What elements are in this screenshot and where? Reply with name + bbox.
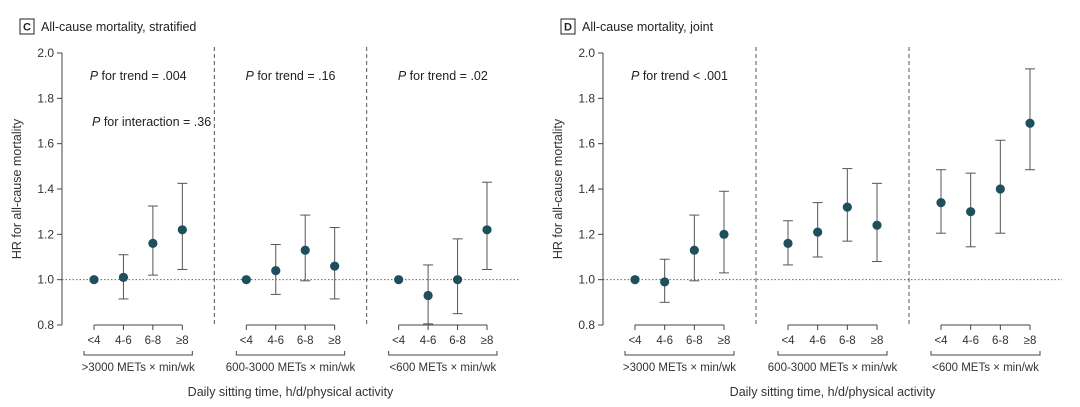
panel-letter: D — [564, 22, 572, 34]
y-tick-label: 1.2 — [37, 227, 54, 241]
hr-point — [330, 261, 340, 271]
hr-point — [1025, 118, 1035, 128]
panel-letter-box — [560, 18, 576, 35]
x-tick-label: <4 — [628, 335, 642, 347]
y-tick-label: 1.8 — [37, 91, 54, 105]
y-tick-label: 1.2 — [578, 227, 595, 241]
hr-point — [452, 275, 463, 285]
panel-c: C All-cause mortality, stratified 0.8 1.0 1.… — [10, 18, 519, 399]
group-2: <4 4-6 6-8 ≥8 600-3000 METs × min/wk P for tr… — [213, 47, 356, 374]
panel-title: All-cause mortality, stratified — [41, 20, 196, 34]
p-value-annotation: P for trend = .16 — [246, 69, 336, 83]
p-value-annotation: P for trend = .004 — [90, 69, 187, 83]
x-tick-label: 4-6 — [420, 335, 437, 347]
y-axis-label: HR for all-cause mortality — [10, 118, 24, 259]
panel-d: D All-cause mortality, joint 0.8 1.0 1.2 1.4 1… — [551, 18, 1062, 399]
p-value-annotation: P for trend < .001 — [631, 69, 728, 83]
hr-point — [995, 184, 1005, 194]
hr-point — [936, 198, 946, 208]
x-tick-label: ≥8 — [871, 335, 884, 347]
x-tick-label: ≥8 — [328, 335, 341, 347]
x-axis-label: Daily sitting time, h/d/physical activit… — [188, 385, 394, 399]
y-tick-label: 0.8 — [37, 318, 54, 332]
y-tick-label: 1.8 — [578, 91, 595, 105]
hr-point — [271, 266, 281, 276]
y-tick-label: 1.0 — [578, 273, 595, 287]
x-tick-label: ≥8 — [1024, 335, 1037, 347]
y-tick-label: 1.6 — [37, 137, 54, 151]
hr-point — [148, 238, 158, 248]
hr-point — [660, 277, 670, 287]
hr-point — [783, 238, 793, 248]
y-tick-label: 1.0 — [37, 273, 54, 287]
x-tick-label: 6-8 — [145, 335, 162, 347]
hr-point — [241, 275, 251, 285]
x-tick-label: 6-8 — [992, 335, 1009, 347]
hr-point — [630, 275, 640, 285]
panel-letter: C — [23, 22, 31, 34]
x-tick-label: 4-6 — [962, 335, 979, 347]
group-bracket — [388, 351, 498, 356]
hr-point — [423, 290, 433, 301]
x-tick-label: 6-8 — [839, 335, 856, 347]
y-tick-label: 1.4 — [37, 182, 54, 196]
x-tick-label: <4 — [392, 335, 406, 347]
x-tick-label: 4-6 — [115, 335, 132, 347]
x-tick-label: 6-8 — [449, 335, 466, 347]
hr-point — [689, 245, 699, 255]
group-1: <4 4-6 6-8 ≥8 >3000 METs × min/wk P for trend… — [623, 69, 736, 374]
y-tick-label: 2.0 — [37, 46, 54, 60]
p-value-annotation: P for interaction = .36 — [92, 115, 211, 129]
hr-point — [482, 225, 492, 235]
y-tick-label: 0.8 — [578, 318, 595, 332]
group-label: 600-3000 METs × min/wk — [768, 362, 898, 374]
hr-point — [966, 207, 976, 217]
x-tick-label: 6-8 — [686, 335, 703, 347]
group-bracket — [235, 351, 346, 356]
group-label: <600 METs × min/wk — [389, 362, 496, 374]
y-tick-label: 1.4 — [578, 182, 595, 196]
x-tick-label: 4-6 — [267, 335, 284, 347]
group-bracket — [624, 351, 735, 356]
y-axis-label: HR for all-cause mortality — [551, 118, 565, 259]
panel-title: All-cause mortality, joint — [582, 20, 714, 34]
group-bracket — [83, 351, 193, 356]
hr-point — [719, 229, 729, 239]
group-label: >3000 METs × min/wk — [623, 362, 736, 374]
x-axis-label: Daily sitting time, h/d/physical activit… — [730, 385, 936, 399]
x-tick-label: <4 — [934, 335, 948, 347]
x-tick-label: 4-6 — [656, 335, 673, 347]
hr-point — [118, 272, 129, 282]
p-value-annotation: P for trend = .02 — [398, 69, 488, 83]
x-tick-label: <4 — [240, 335, 254, 347]
group-bracket — [777, 351, 888, 356]
group-label: >3000 METs × min/wk — [82, 362, 195, 374]
panel-letter-box — [19, 18, 35, 35]
x-tick-label: ≥8 — [176, 335, 189, 347]
hr-point — [872, 220, 882, 230]
hr-point — [394, 275, 404, 285]
x-tick-label: 6-8 — [297, 335, 314, 347]
group-3: <4 4-6 6-8 ≥8 <600 METs × min/wk — [908, 47, 1041, 374]
group-label: 600-3000 METs × min/wk — [226, 362, 356, 374]
y-tick-label: 1.6 — [578, 137, 595, 151]
group-bracket — [930, 351, 1041, 356]
hr-point — [300, 245, 310, 255]
group-3: <4 4-6 6-8 ≥8 <600 METs × min/wk P for trend … — [366, 47, 498, 374]
y-tick-label: 2.0 — [578, 46, 595, 60]
group-2: <4 4-6 6-8 ≥8 600-3000 METs × min/wk — [755, 47, 898, 374]
group-label: <600 METs × min/wk — [932, 362, 1039, 374]
x-tick-label: <4 — [87, 335, 101, 347]
x-tick-label: 4-6 — [809, 335, 826, 347]
hr-point — [813, 227, 823, 237]
hr-point — [842, 202, 852, 212]
hr-point — [89, 275, 99, 285]
hr-point — [177, 225, 187, 235]
x-tick-label: ≥8 — [718, 335, 731, 347]
x-tick-label: ≥8 — [481, 335, 494, 347]
x-tick-label: <4 — [781, 335, 795, 347]
group-1: <4 4-6 6-8 ≥8 >3000 METs × min/wk P for trend… — [82, 69, 212, 374]
